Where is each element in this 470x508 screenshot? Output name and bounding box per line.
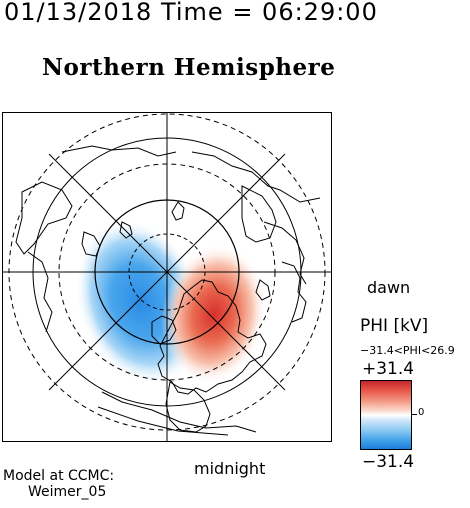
dawn-label: dawn <box>367 278 411 297</box>
polar-map <box>2 112 332 442</box>
meridians <box>2 112 332 442</box>
colorbar-min-label: −31.4 <box>362 452 415 472</box>
hemisphere-title: Northern Hemisphere <box>42 54 336 81</box>
colorbar-zero-tick <box>412 414 417 415</box>
coastlines <box>15 145 321 436</box>
model-name: Weimer_05 <box>28 484 107 500</box>
colorbar <box>360 380 412 450</box>
colorbar-max-label: +31.4 <box>362 359 415 379</box>
midnight-label: midnight <box>194 459 266 478</box>
positive-cell <box>161 244 267 384</box>
date-time-header: 01/13/2018 Time = 06:29:00 <box>4 0 378 26</box>
colorbar-zero-label: 0 <box>418 407 425 418</box>
colorbar-title: PHI [kV] <box>360 316 429 336</box>
model-credit: Model at CCMC: <box>3 468 115 484</box>
colorbar-range: −31.4<PHI<26.9 <box>360 344 455 357</box>
